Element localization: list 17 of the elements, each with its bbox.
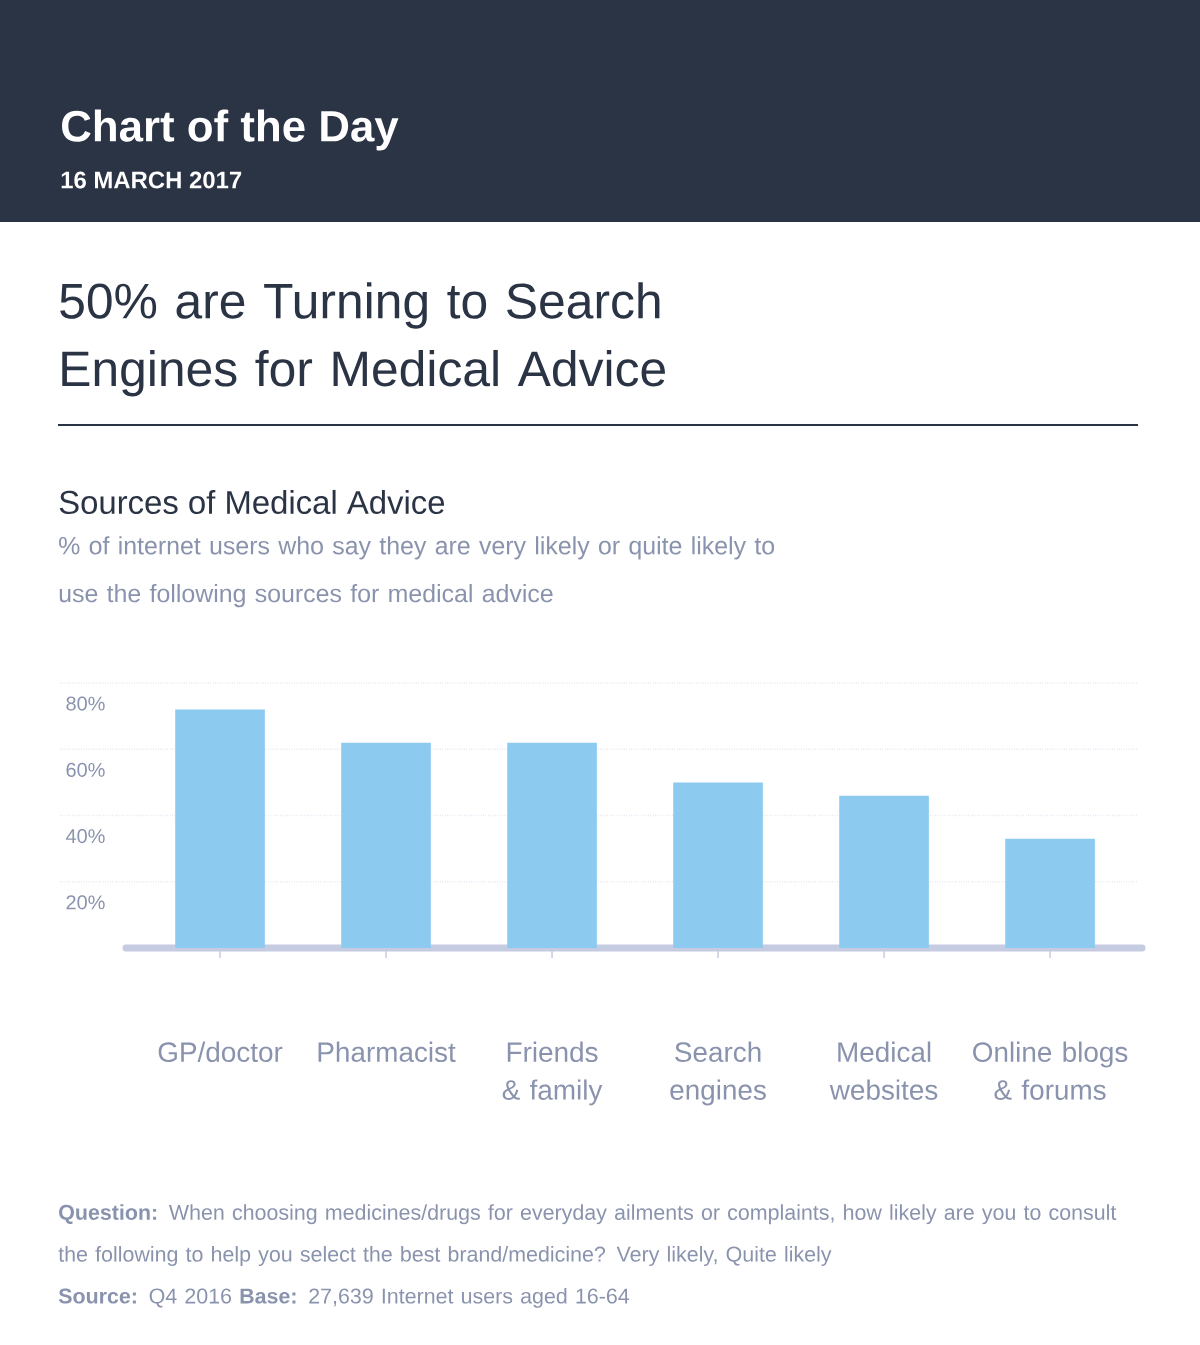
text: Chart of the Day [62,109,399,151]
x-tick-label: Friends & family [502,1041,603,1106]
x-tick-label: GP/doctor [158,1041,283,1063]
x-tick-label: Online blogs & forums [973,1041,1128,1100]
y-tick-label: 40% [65,829,105,844]
text: Source: Q4 2016 Base: 27,639 Internet users aged 16-64 [58,1287,630,1308]
text: 16 MARCH 2017 [61,171,242,189]
chart-subtitle: Sources of Medical Advice [59,489,445,515]
chart-title: 50% are Turning to Search Engines for Medical Advice [60,282,665,397]
text: Question: When choosing medicines/drugs for everyday ailments or complaints, how likely are you to consult the following to help you select the best brand/medicine? Very likely, Quite likely [58,1204,1117,1267]
x-tick-label: Pharmacist [318,1041,456,1063]
x-tick-label: Search engines [670,1041,766,1106]
text: % of internet users who say they are very likely or quite likely to use the following sources for medical advice [59,536,775,608]
x-tick-label: Medical websites [829,1041,938,1100]
y-tick-label: 80% [66,696,105,711]
y-tick-label: 20% [66,895,105,910]
y-tick-label: 60% [66,762,105,777]
